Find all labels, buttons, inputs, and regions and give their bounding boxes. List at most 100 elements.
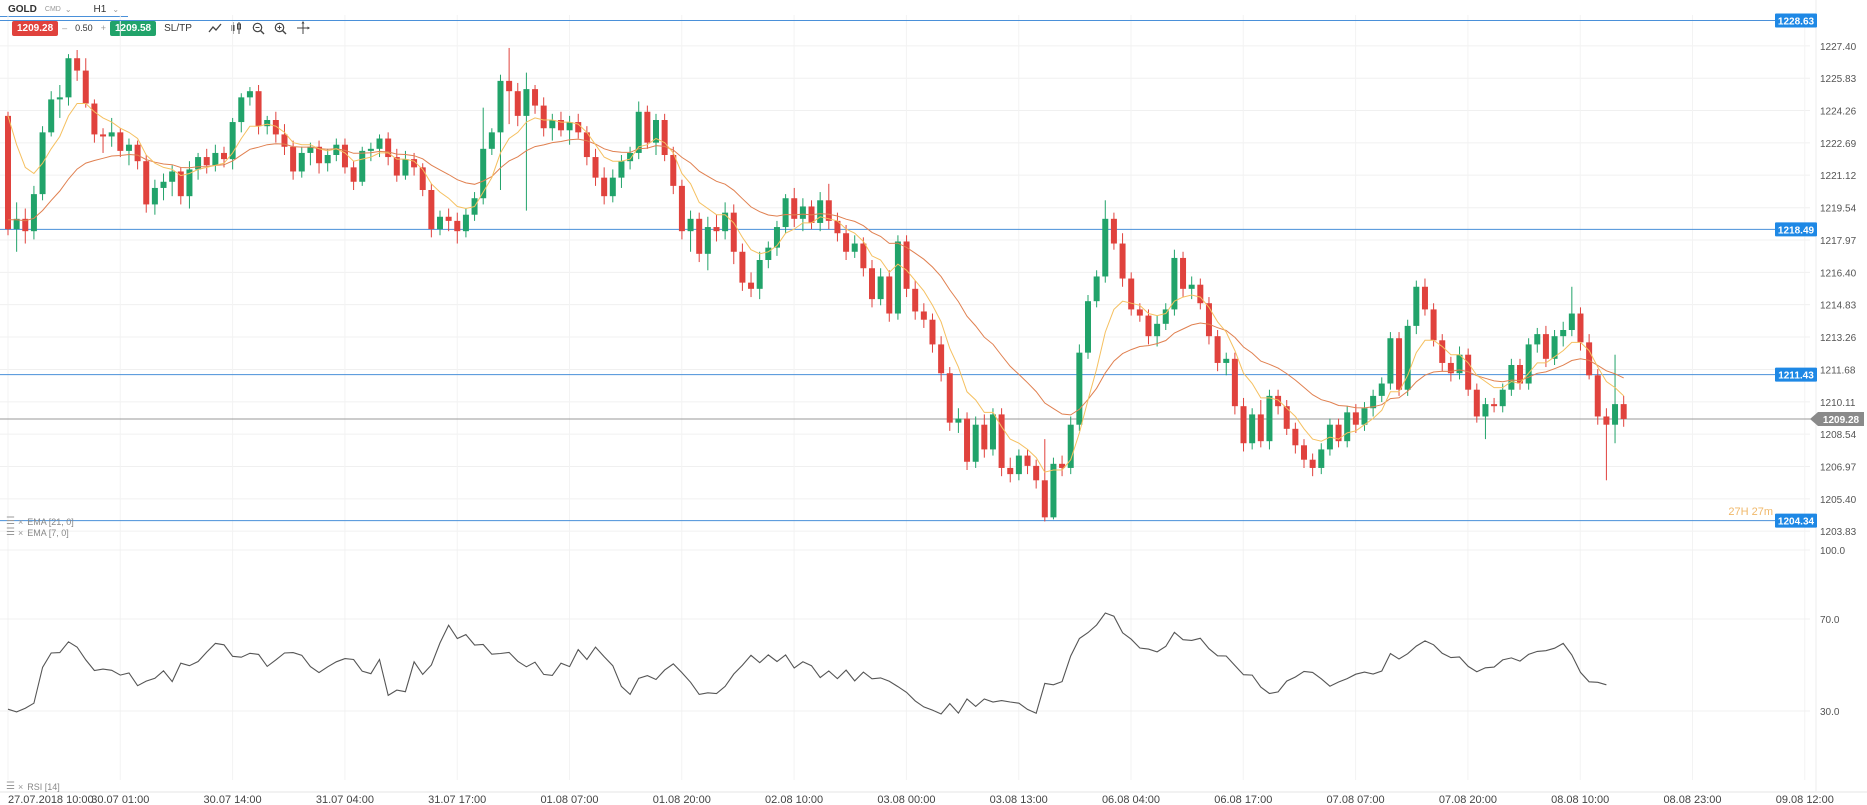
candle-body [1301, 445, 1307, 460]
price-tick-label: 1221.12 [1820, 171, 1857, 182]
zoom-out-icon[interactable] [248, 19, 270, 37]
candle-body [324, 155, 331, 164]
candle-body [160, 181, 167, 188]
candle-body [1110, 218, 1117, 244]
candle-body [1188, 284, 1195, 289]
candle-body [117, 132, 124, 151]
candle-body [817, 200, 824, 223]
menu-icon[interactable]: ☰ [6, 527, 15, 538]
time-tick-label: 31.07 04:00 [316, 794, 374, 805]
candle-body [1387, 338, 1394, 384]
candle-body [100, 134, 107, 137]
sltp-button[interactable]: SL/TP [164, 22, 192, 34]
candle-body [212, 152, 219, 166]
candle-body [1439, 340, 1446, 363]
price-tick-label: 1222.69 [1820, 139, 1857, 150]
candle-body [316, 146, 323, 164]
candle-body [462, 214, 469, 232]
close-icon[interactable]: × [17, 516, 24, 527]
candle-body [385, 138, 392, 158]
line-chart-icon[interactable] [204, 19, 226, 37]
candle-body [1534, 334, 1541, 345]
minus-icon[interactable]: – [62, 23, 68, 33]
candle-body [981, 424, 988, 450]
candle-body [1603, 416, 1610, 425]
candle-body [229, 122, 236, 160]
candle-body [506, 80, 513, 92]
candle-body [445, 216, 452, 221]
quantity-value[interactable]: 0.50 [75, 23, 93, 33]
candle-body [1404, 325, 1411, 390]
candle-body [1093, 276, 1100, 302]
candle-body [1318, 449, 1325, 468]
chevron-down-icon[interactable]: ⌄ [64, 4, 72, 14]
candle-body [1007, 467, 1014, 475]
candle-body [1275, 395, 1282, 407]
candle-body [946, 373, 953, 423]
time-remaining-label: 27H 27m [1728, 506, 1773, 518]
menu-icon[interactable]: ☰ [6, 516, 15, 527]
candle-body [644, 111, 651, 143]
price-tick-label: 1224.26 [1820, 107, 1857, 118]
time-tick-label: 02.08 10:00 [765, 794, 823, 805]
candle-body [687, 218, 694, 232]
candle-body [195, 157, 202, 170]
candle-body [1171, 257, 1178, 310]
candle-body [843, 233, 850, 252]
candle-body [661, 120, 668, 155]
candle-body [255, 91, 262, 127]
candle-body [670, 155, 677, 186]
candle-body [1430, 309, 1437, 341]
candle-body [5, 115, 11, 230]
candle-body [359, 150, 366, 182]
timeframe-selector[interactable]: H1 [93, 3, 107, 15]
rsi-study-label[interactable]: ☰ × RSI [14] [6, 781, 60, 792]
chevron-down-icon[interactable]: ⌄ [112, 4, 120, 14]
close-icon[interactable]: × [17, 527, 24, 538]
candle-body [48, 99, 55, 133]
buy-button[interactable]: 1209.58 [109, 20, 157, 36]
sell-button[interactable]: 1209.28 [12, 20, 59, 36]
candle-body [523, 89, 530, 116]
close-icon[interactable]: × [17, 781, 24, 792]
candle-body [799, 206, 806, 219]
candle-body [903, 241, 910, 289]
ema21-label: EMA [21, 0] [27, 516, 74, 527]
candle-body [540, 105, 547, 129]
plus-icon[interactable]: + [100, 23, 106, 33]
quantity-stepper[interactable]: – 0.50 + [58, 23, 110, 33]
candle-body [989, 414, 996, 450]
candle-body [1378, 383, 1385, 396]
ema7-study-label[interactable]: ☰ × EMA [7, 0] [6, 527, 69, 538]
candle-body [169, 171, 176, 182]
candle-body [1154, 323, 1161, 337]
price-tick-label: 1205.40 [1820, 495, 1857, 506]
candle-body [393, 157, 400, 176]
candle-body [730, 212, 737, 252]
candle-body [1525, 344, 1532, 384]
candle-body [601, 177, 608, 197]
time-tick-label: 08.08 10:00 [1551, 794, 1609, 805]
zoom-in-icon[interactable] [270, 19, 292, 37]
price-tick-label: 1211.68 [1820, 366, 1856, 377]
candle-body [1067, 424, 1074, 468]
candle-body [1102, 218, 1109, 277]
ema21-study-label[interactable]: ☰ × EMA [21, 0] [6, 516, 74, 527]
candle-body [938, 344, 945, 374]
candle-body [1370, 395, 1377, 409]
candle-body [1205, 303, 1212, 337]
candle-body [454, 220, 461, 232]
symbol-selector[interactable]: GOLD [8, 3, 37, 15]
candle-body [1283, 406, 1290, 429]
candle-body [627, 152, 634, 162]
active-tab-underline [0, 16, 128, 17]
candle-body [186, 169, 193, 197]
candle-body [246, 91, 253, 98]
price-tick-label: 1225.83 [1820, 74, 1857, 85]
menu-icon[interactable]: ☰ [6, 781, 15, 792]
candle-body [972, 424, 979, 462]
crosshair-icon[interactable] [292, 19, 314, 37]
candle-body [238, 97, 245, 123]
level-label: 1204.34 [1778, 517, 1815, 528]
